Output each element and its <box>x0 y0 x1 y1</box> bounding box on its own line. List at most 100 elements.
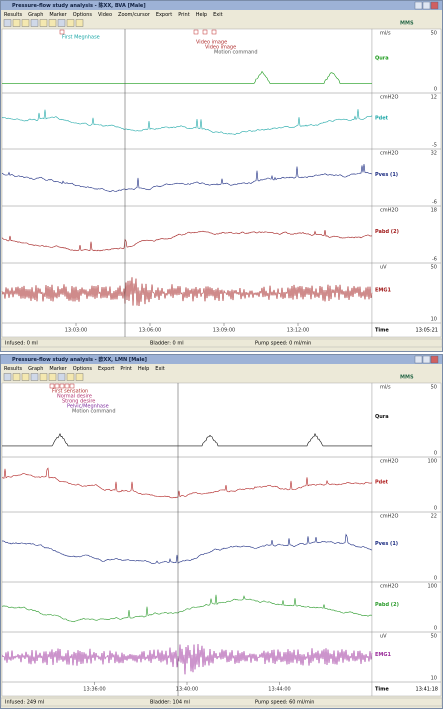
time-readout: 13:05:21 <box>416 328 438 334</box>
channel-unit: cmH2O <box>380 151 399 157</box>
status-field: Infused: 0 ml <box>5 341 38 347</box>
toolbar-button[interactable] <box>21 19 30 27</box>
scale-bottom: 10 <box>431 317 437 323</box>
channel-name: Pabd (2) <box>375 602 399 608</box>
time-tick-label: 13:09:00 <box>213 328 235 334</box>
toolbar-button[interactable] <box>48 373 57 381</box>
channel-name: EMG1 <box>375 288 391 294</box>
menu-item[interactable]: Help <box>138 366 149 372</box>
scale-top: 100 <box>427 584 437 590</box>
channel-unit: ml/s <box>380 385 391 391</box>
toolbar-button[interactable] <box>30 373 39 381</box>
menu-item[interactable]: Exit <box>155 366 165 372</box>
scale-top: 12 <box>431 95 437 101</box>
menu-item[interactable]: Marker <box>49 12 67 18</box>
status-bar <box>0 338 443 348</box>
menu-item[interactable]: Video <box>98 12 112 18</box>
scale-bottom: 0 <box>434 576 437 582</box>
marker-flag <box>54 383 60 389</box>
channel-unit: uV <box>380 265 387 271</box>
menu-item[interactable]: Results <box>4 12 22 18</box>
menu-item[interactable]: Zoom/cursor <box>118 12 151 18</box>
label-column <box>371 28 442 338</box>
logo: MMS <box>400 375 414 381</box>
menu-item[interactable]: Options <box>73 12 93 18</box>
scale-bottom: -6 <box>432 257 437 263</box>
app-window: Pressure-flow study analysis - 欧XX, LMN … <box>0 354 443 709</box>
menu-item[interactable]: Options <box>73 366 93 372</box>
marker-label: Motion command <box>214 50 258 56</box>
signal-trace <box>1 230 373 252</box>
channel-unit: cmH2O <box>380 208 399 214</box>
menu-item[interactable]: Export <box>156 12 172 18</box>
scale-top: 18 <box>431 208 437 214</box>
toolbar-button[interactable] <box>39 19 48 27</box>
menu-item[interactable]: Marker <box>49 366 67 372</box>
marker-flag <box>202 29 208 35</box>
time-tick-label: 13:36:00 <box>83 687 105 693</box>
marker-flag <box>69 383 75 389</box>
window-button[interactable] <box>422 1 431 10</box>
window-button[interactable] <box>414 1 423 10</box>
toolbar-button[interactable] <box>3 19 12 27</box>
status-field: Bladder: 104 ml <box>150 700 190 706</box>
marker-label: Video image <box>196 40 227 46</box>
marker-label: First Megnhase <box>62 35 100 41</box>
window-button[interactable] <box>422 355 431 364</box>
scale-bottom: -5 <box>432 143 437 149</box>
scale-top: 100 <box>427 459 437 465</box>
marker-flag <box>64 383 70 389</box>
menu-item[interactable]: Exit <box>213 12 223 18</box>
menu-item[interactable]: Help <box>196 12 207 18</box>
window-button[interactable] <box>430 1 439 10</box>
menu-item[interactable]: Print <box>120 366 132 372</box>
marker-flag <box>211 29 217 35</box>
scale-top: 50 <box>431 31 437 37</box>
channel-unit: ml/s <box>380 31 391 37</box>
toolbar-button[interactable] <box>30 19 39 27</box>
toolbar-button[interactable] <box>12 373 21 381</box>
toolbar-button[interactable] <box>21 373 30 381</box>
toolbar-button[interactable] <box>39 373 48 381</box>
scale-bottom: 0 <box>434 626 437 632</box>
menu-item[interactable]: Print <box>178 12 190 18</box>
menu-item[interactable]: Graph <box>28 12 43 18</box>
toolbar-button[interactable] <box>75 19 84 27</box>
toolbar-button[interactable] <box>48 19 57 27</box>
channel-unit: cmH2O <box>380 514 399 520</box>
marker-label: Video image <box>205 45 236 51</box>
signal-trace <box>2 432 372 447</box>
time-label: Time <box>375 687 389 693</box>
signal-trace <box>2 467 373 499</box>
toolbar-button[interactable] <box>12 19 21 27</box>
toolbar-button[interactable] <box>75 373 84 381</box>
menu-item[interactable]: Graph <box>28 366 43 372</box>
signal-trace <box>1 109 373 135</box>
marker-label: Pelvic/Megnhase <box>67 404 109 410</box>
channel-name: Pves (1) <box>375 541 398 547</box>
time-tick-label: 13:06:00 <box>139 328 161 334</box>
title-bar <box>1 1 442 10</box>
marker-flag <box>59 383 65 389</box>
toolbar-button[interactable] <box>3 373 12 381</box>
window-button[interactable] <box>430 355 439 364</box>
logo: MMS <box>400 21 414 27</box>
toolbar-button[interactable] <box>57 19 66 27</box>
scale-bottom: 0 <box>434 506 437 512</box>
scale-top: 50 <box>431 634 437 640</box>
channel-unit: cmH2O <box>380 459 399 465</box>
toolbar-button[interactable] <box>66 373 75 381</box>
scale-top: 50 <box>431 385 437 391</box>
channel-name: Pabd (2) <box>375 229 399 235</box>
menu-item[interactable]: Results <box>4 366 22 372</box>
scale-bottom: 10 <box>431 676 437 682</box>
app-window: Pressure-flow study analysis - 陈XX, BVA … <box>0 0 443 352</box>
window-button[interactable] <box>414 355 423 364</box>
marker-flag <box>59 29 65 35</box>
window-title: Pressure-flow study analysis - 陈XX, BVA … <box>12 2 146 9</box>
channel-name: Pdet <box>375 116 389 122</box>
menu-item[interactable]: Export <box>98 366 114 372</box>
signal-trace <box>1 644 373 675</box>
toolbar-button[interactable] <box>57 373 66 381</box>
toolbar-button[interactable] <box>66 19 75 27</box>
